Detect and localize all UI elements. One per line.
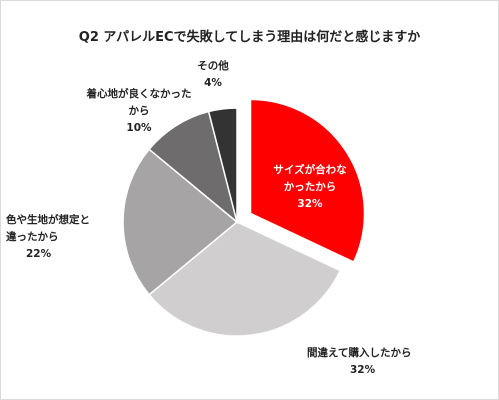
slice-label-comfort: 着心地が良くなかったから 10%	[84, 86, 194, 137]
slice-label-size-mismatch: サイズが合わな かったから 32%	[268, 162, 352, 213]
slice-value-wrong: 32%	[350, 364, 376, 376]
slice-label-color-fabric: 色や生地が想定と 違ったから 22%	[6, 212, 110, 263]
slice-label-other: その他 4%	[193, 58, 233, 92]
slice-color-fabric	[122, 148, 239, 296]
slice-label-wrong-line1: 間違えて購入したから	[307, 347, 412, 359]
slice-label-other-line1: その他	[197, 60, 229, 72]
slice-value-color: 22%	[26, 248, 52, 260]
chart-title: Q2 アパレルECで失敗してしまう理由は何だと感じますか	[78, 30, 421, 45]
slice-label-size-line2: かったから	[283, 181, 337, 193]
slice-value-comfort: 10%	[126, 122, 152, 134]
slice-value-other: 4%	[204, 77, 222, 89]
slice-label-color-line1: 色や生地が想定と	[6, 214, 90, 226]
slice-label-color-line2: 違ったから	[6, 231, 59, 243]
slice-size-mismatch	[249, 98, 366, 263]
slice-wrong-purchase	[148, 221, 342, 337]
slice-value-size: 32%	[297, 198, 323, 210]
slice-label-comfort-line1: 着心地が良くなかったから	[86, 88, 192, 117]
slice-other	[207, 107, 238, 223]
slice-label-size-line1: サイズが合わな	[273, 164, 347, 176]
slice-label-wrong-purchase: 間違えて購入したから 32%	[307, 345, 437, 379]
